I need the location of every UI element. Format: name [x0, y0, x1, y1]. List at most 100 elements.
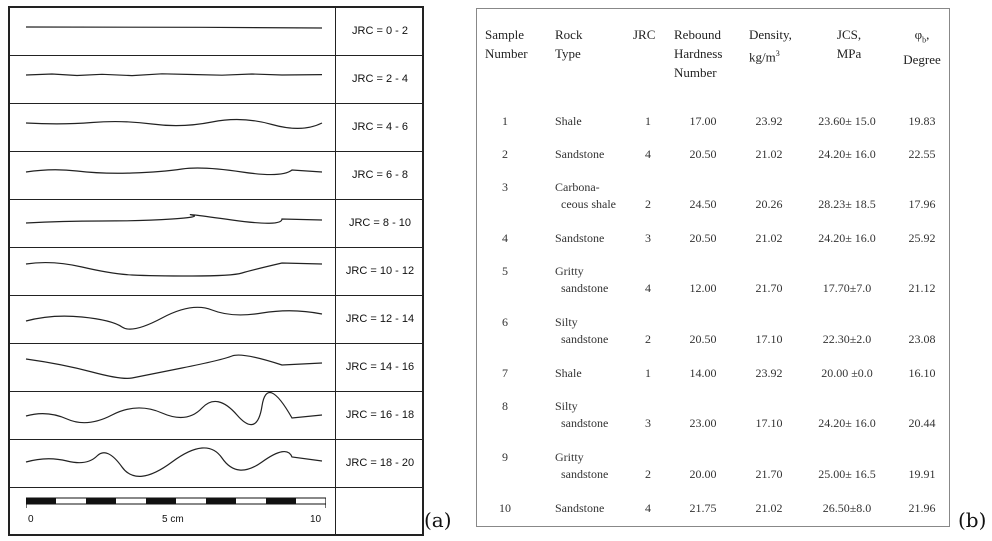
roughness-profile-line	[25, 213, 323, 224]
roughness-profile-line	[25, 73, 323, 77]
density-cell: 21.02	[755, 147, 783, 161]
rebound-cell: 21.75	[689, 501, 717, 515]
rebound-cell: 20.00	[689, 467, 717, 481]
phi-cell: 22.55	[908, 147, 936, 161]
sample-number-cell: 7	[502, 366, 508, 380]
rock-type-cell: Silty	[555, 315, 578, 329]
header-rebound: Rebound Hardness Number	[674, 27, 723, 80]
header-jrc: JRC	[633, 27, 656, 42]
jcs-cell: 28.23± 18.5	[818, 197, 876, 211]
sample-number-cell: 10	[499, 501, 511, 515]
density-cell: 21.02	[755, 501, 783, 515]
rock-type-cell: Gritty	[555, 264, 584, 278]
jrc-label: JRC = 18 - 20	[345, 457, 415, 469]
rebound-cell: 24.50	[689, 197, 717, 211]
sample-properties-table: Sample Number Rock Type JRC Rebound Hardnes…	[476, 8, 950, 527]
density-cell: 17.10	[755, 416, 783, 430]
sample-number-cell: 4	[502, 231, 508, 245]
jrc-label: JRC = 4 - 6	[352, 121, 408, 133]
rock-type-cell: Silty	[555, 399, 578, 413]
rock-type-cell: Gritty	[555, 450, 584, 464]
profile-row-4: JRC = 6 - 8	[10, 152, 422, 200]
jrc-label: JRC = 8 - 10	[348, 217, 412, 229]
sample-number-cell: 1	[502, 114, 508, 128]
jrc-cell: 1	[645, 366, 651, 380]
jrc-cell: 4	[645, 501, 651, 515]
rebound-cell: 20.50	[689, 332, 717, 346]
density-cell: 20.26	[755, 197, 783, 211]
rebound-cell: 20.50	[689, 147, 717, 161]
roughness-profile-line	[25, 354, 323, 379]
jrc-label: JRC = 12 - 14	[345, 313, 415, 325]
jrc-cell: 2	[645, 332, 651, 346]
header-basic-friction-angle: φb, Degree	[903, 27, 941, 67]
roughness-profile-line	[25, 392, 323, 426]
rock-type-cell: Sandstone	[555, 501, 605, 515]
jrc-cell: 2	[645, 467, 651, 481]
jcs-cell: 17.70±7.0	[822, 281, 872, 295]
scale-bar	[26, 497, 326, 508]
rock-type-cell: Carbona-	[555, 180, 600, 194]
jcs-cell: 24.20± 16.0	[818, 416, 876, 430]
rock-type-cell: ceous shale	[561, 197, 616, 211]
header-rock-type: Rock Type	[555, 27, 583, 61]
profile-row-1: JRC = 0 - 2	[10, 8, 422, 56]
scale-tick-0: 0	[28, 514, 34, 525]
header-density: Density, kg/m3	[749, 27, 792, 65]
jrc-label: JRC = 6 - 8	[352, 169, 408, 181]
jcs-cell: 24.20± 16.0	[818, 231, 876, 245]
jrc-cell: 2	[645, 197, 651, 211]
phi-cell: 23.08	[908, 332, 936, 346]
panel-b-tag: (b)	[958, 508, 987, 532]
jrc-label: JRC = 2 - 4	[352, 73, 408, 85]
phi-cell: 17.96	[908, 197, 936, 211]
profile-row-2: JRC = 2 - 4	[10, 56, 422, 104]
roughness-profile-line	[25, 447, 323, 477]
jrc-profile-panel: JRC = 0 - 2 JRC = 2 - 4 JRC = 4 - 6 JRC …	[8, 6, 424, 536]
rock-type-cell: Shale	[555, 114, 582, 128]
jrc-cell: 1	[645, 114, 651, 128]
profile-row-7: JRC = 12 - 14	[10, 296, 422, 344]
jrc-cell: 3	[645, 231, 651, 245]
jrc-cell: 3	[645, 416, 651, 430]
rock-type-cell: Sandstone	[555, 231, 605, 245]
rock-type-cell: sandstone	[561, 416, 609, 430]
jrc-label: JRC = 0 - 2	[352, 25, 408, 37]
rock-type-cell: sandstone	[561, 281, 609, 295]
jcs-cell: 20.00 ±0.0	[821, 366, 873, 380]
rock-type-cell: sandstone	[561, 467, 609, 481]
header-sample: Sample Number	[485, 27, 528, 61]
profile-row-3: JRC = 4 - 6	[10, 104, 422, 152]
profile-row-5: JRC = 8 - 10	[10, 200, 422, 248]
profile-row-10: JRC = 18 - 20	[10, 440, 422, 488]
rebound-cell: 14.00	[689, 366, 717, 380]
column-divider	[335, 8, 336, 534]
jrc-label: JRC = 16 - 18	[345, 409, 415, 421]
roughness-profile-line	[25, 26, 323, 29]
density-cell: 23.92	[755, 366, 783, 380]
rebound-cell: 23.00	[689, 416, 717, 430]
phi-cell: 19.83	[908, 114, 936, 128]
jcs-cell: 24.20± 16.0	[818, 147, 876, 161]
profile-row-9: JRC = 16 - 18	[10, 392, 422, 440]
roughness-profile-line	[25, 261, 323, 277]
phi-cell: 19.91	[908, 467, 936, 481]
density-cell: 21.70	[755, 467, 783, 481]
jrc-label: JRC = 10 - 12	[345, 265, 415, 277]
phi-cell: 20.44	[908, 416, 936, 430]
rock-type-cell: Shale	[555, 366, 582, 380]
jrc-cell: 4	[645, 147, 651, 161]
phi-cell: 16.10	[908, 366, 936, 380]
jrc-cell: 4	[645, 281, 651, 295]
density-cell: 23.92	[755, 114, 783, 128]
jrc-label: JRC = 14 - 16	[345, 361, 415, 373]
density-cell: 17.10	[755, 332, 783, 346]
sample-number-cell: 8	[502, 399, 508, 413]
sample-number-cell: 3	[502, 180, 508, 194]
roughness-profile-line	[25, 118, 323, 129]
density-cell: 21.02	[755, 231, 783, 245]
rebound-cell: 20.50	[689, 231, 717, 245]
rebound-cell: 17.00	[689, 114, 717, 128]
sample-number-cell: 5	[502, 264, 508, 278]
profile-row-6: JRC = 10 - 12	[10, 248, 422, 296]
